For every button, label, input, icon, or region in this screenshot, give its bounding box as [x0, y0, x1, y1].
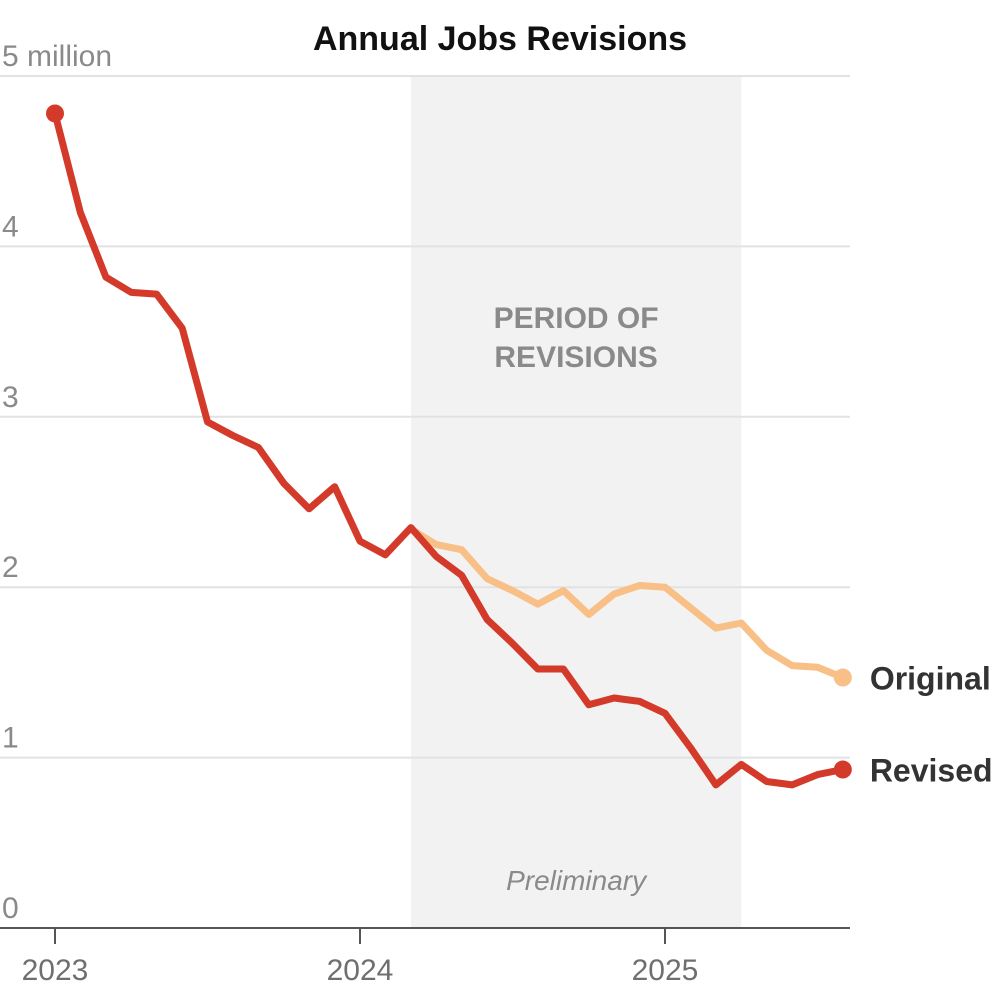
x-tick-label-2024: 2024 [327, 954, 394, 987]
revision-period-band [410, 75, 742, 928]
y-tick-label-3: 3 [2, 381, 19, 414]
band-note: Preliminary [506, 865, 648, 896]
x-tick-label-2023: 2023 [22, 954, 89, 987]
series-label-original: Original [870, 661, 991, 697]
data-point-original-17 [833, 668, 852, 687]
y-tick-label-4: 4 [2, 210, 19, 243]
chart-title: Annual Jobs Revisions [313, 20, 687, 58]
series-line-revised [51, 110, 847, 789]
y-tick-label-1: 1 [2, 722, 19, 755]
y-tick-label-0: 0 [2, 892, 19, 925]
series-label-revised: Revised [870, 753, 993, 789]
series-line-original [407, 525, 847, 681]
y-tick-label-2: 2 [2, 551, 19, 584]
band-label-line2: REVISIONS [494, 341, 657, 374]
data-point-revised-31 [833, 760, 852, 779]
band-label-line1: PERIOD OF [494, 302, 659, 335]
y-tick-label-5: 5 million [2, 40, 112, 73]
x-tick-label-2025: 2025 [632, 954, 699, 987]
data-point-revised-0 [46, 104, 64, 123]
